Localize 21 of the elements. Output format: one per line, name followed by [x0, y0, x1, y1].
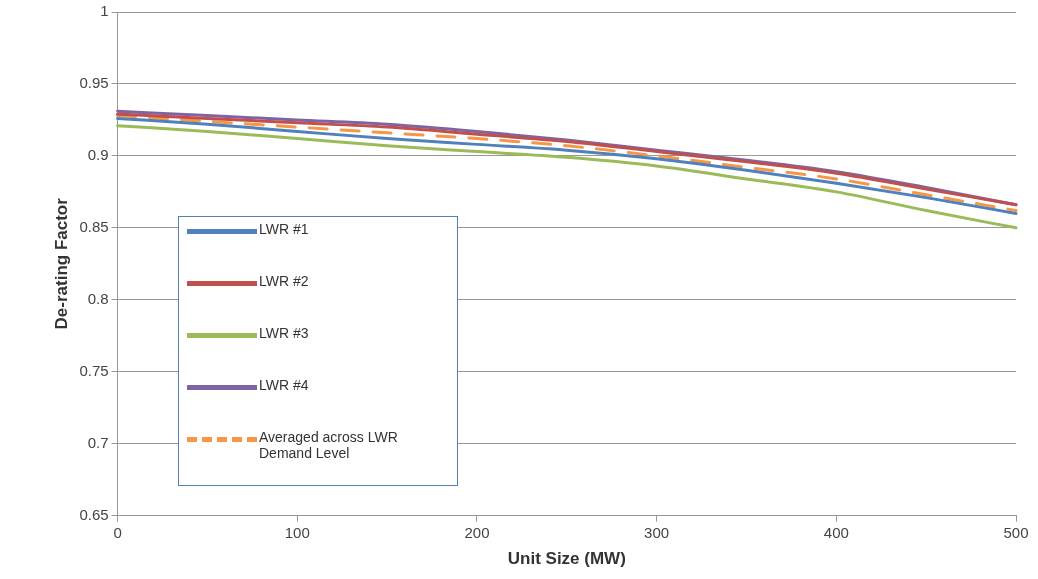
x-axis-title: Unit Size (MW)	[507, 549, 626, 569]
y-tick-label: 1	[100, 2, 109, 20]
legend-label: LWR #4	[259, 377, 309, 393]
y-tick-label: 0.65	[79, 505, 109, 523]
y-tick-label: 0.9	[87, 146, 109, 164]
x-tick-label: 400	[823, 523, 849, 541]
legend-label: LWR #1	[259, 221, 309, 237]
y-tick-label: 0.85	[79, 217, 109, 235]
y-tick-label: 0.95	[79, 74, 109, 92]
legend-label: LWR #2	[259, 273, 309, 289]
x-tick-label: 100	[284, 523, 310, 541]
x-tick-label: 200	[464, 523, 490, 541]
y-tick-label: 0.8	[87, 289, 109, 307]
y-tick-label: 0.7	[87, 433, 109, 451]
x-tick-label: 500	[1003, 523, 1029, 541]
y-tick-label: 0.75	[79, 361, 109, 379]
legend-label: Averaged across LWR Demand Level	[259, 429, 399, 461]
x-tick-label: 300	[644, 523, 670, 541]
x-tick-label: 0	[113, 523, 122, 541]
y-axis-title: De-rating Factor	[51, 197, 71, 330]
legend-label: LWR #3	[259, 325, 309, 341]
